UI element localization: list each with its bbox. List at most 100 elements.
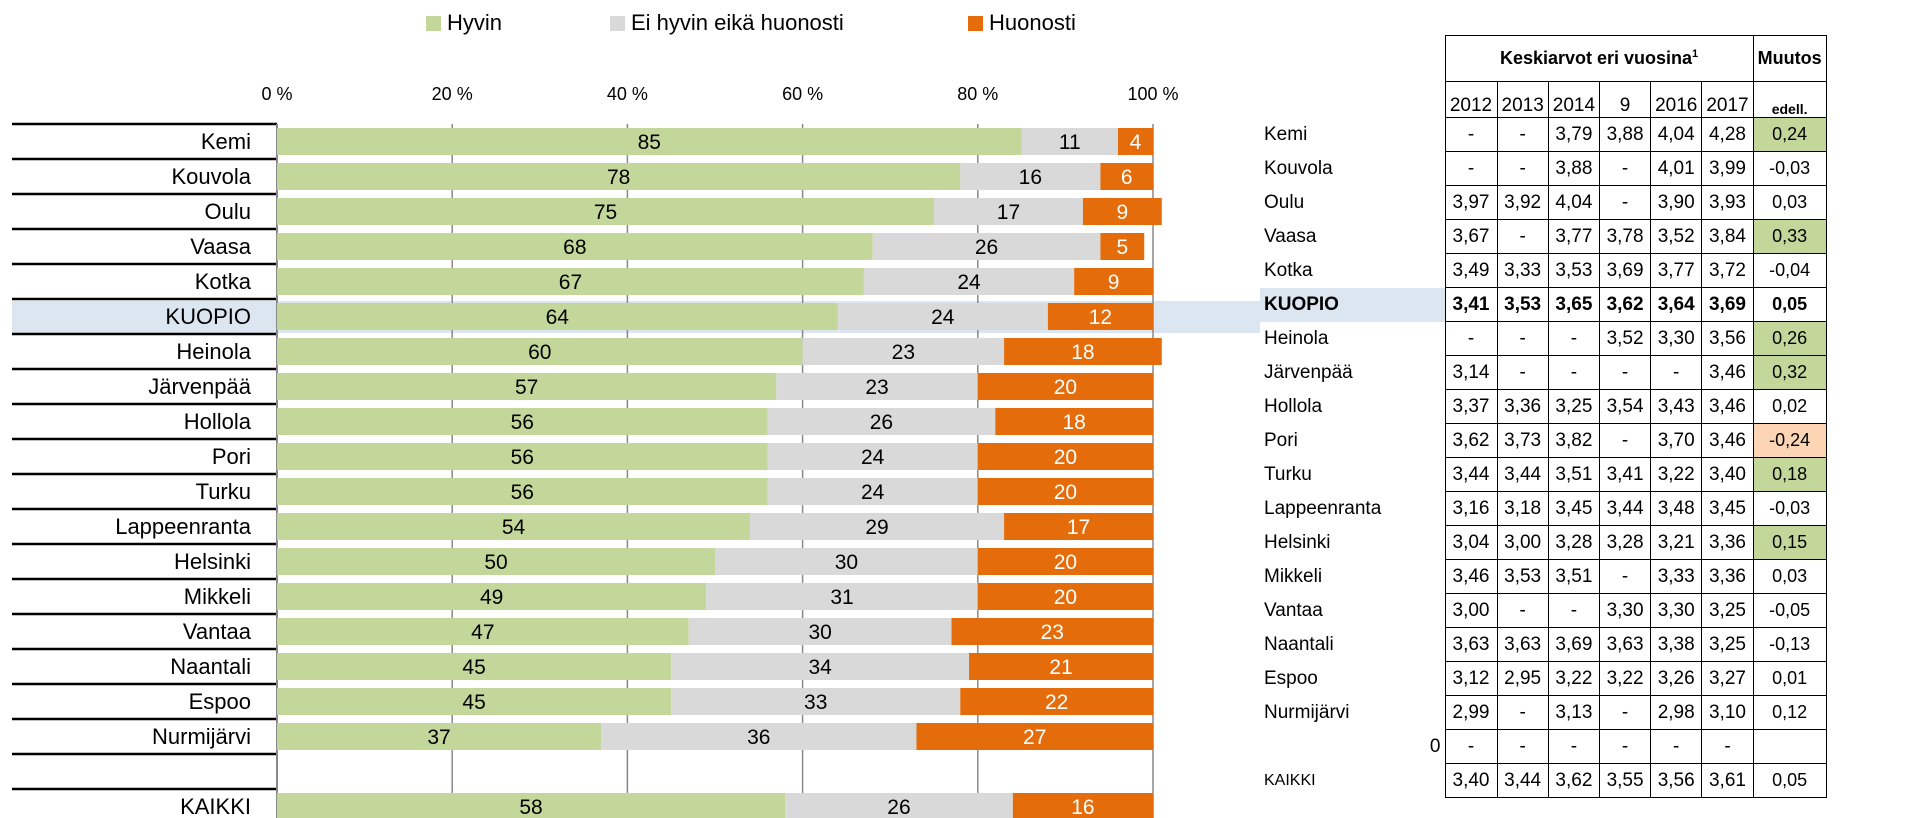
- year-header: 2013: [1496, 81, 1549, 118]
- table-value-cell: 3,56: [1701, 321, 1754, 356]
- table-value-cell: 3,28: [1547, 525, 1601, 560]
- data-label: 22: [1045, 691, 1068, 714]
- table-value-cell: -: [1599, 559, 1652, 594]
- bar-segment: [277, 443, 768, 470]
- data-label: 78: [607, 166, 630, 189]
- table-value-cell: 3,14: [1444, 355, 1498, 390]
- table-city-cell: Mikkeli: [1260, 559, 1446, 594]
- bar-segment: [837, 303, 1048, 330]
- table-value-cell: -: [1444, 729, 1498, 764]
- x-tick-label: 40 %: [607, 84, 648, 104]
- x-tick-label: 60 %: [782, 84, 823, 104]
- table-change-cell: -0,03: [1752, 491, 1827, 526]
- table-value-cell: 4,04: [1547, 185, 1601, 220]
- table-value-cell: -: [1496, 151, 1549, 186]
- category-label: Vantaa: [183, 619, 252, 644]
- data-label: 24: [957, 271, 981, 294]
- table-row: Helsinki 3,04 3,00 3,28 3,28 3,21 3,36 0,15: [1260, 525, 1827, 560]
- data-label: 56: [511, 481, 534, 504]
- category-label: KUOPIO: [165, 304, 251, 329]
- bar-segment: [960, 688, 1153, 715]
- table-change-cell: 0,18: [1752, 457, 1827, 492]
- table-value-cell: 3,79: [1547, 117, 1601, 152]
- table-value-cell: 3,37: [1444, 389, 1498, 424]
- bar-segment: [977, 548, 1153, 575]
- table-value-cell: 3,70: [1650, 423, 1703, 458]
- table-row: Hollola 3,37 3,36 3,25 3,54 3,43 3,46 0,02: [1260, 389, 1827, 424]
- table-row: Vantaa 3,00- -3,30 3,30 3,25 -0,05: [1260, 593, 1827, 628]
- table-change-cell: -0,03: [1752, 151, 1827, 186]
- bar-segment: [1021, 128, 1118, 155]
- bar-segment: [277, 128, 1022, 155]
- table-value-cell: 3,51: [1547, 559, 1601, 594]
- bar-segment: [977, 373, 1153, 400]
- category-label: Kouvola: [171, 164, 251, 189]
- table-value-cell: -: [1701, 729, 1754, 764]
- table-change-cell: -0,05: [1752, 593, 1827, 628]
- bar-segment: [802, 338, 1005, 365]
- bar-segment: [671, 688, 961, 715]
- table-city-cell: Kouvola: [1260, 151, 1446, 186]
- year-header: 2016: [1650, 81, 1703, 118]
- data-label: 24: [861, 481, 885, 504]
- table-value-cell: 3,16: [1444, 491, 1498, 526]
- data-label: 49: [480, 586, 503, 609]
- bar-segment: [277, 653, 672, 680]
- table-row: Nurmijärvi 2,99-3,13-2,98 3,10 0,12: [1260, 695, 1827, 730]
- table-row: KAIKKI 3,40 3,44 3,62 3,55 3,56 3,61 0,05: [1260, 763, 1827, 798]
- category-label: Hollola: [184, 409, 252, 434]
- table-value-cell: 3,40: [1701, 457, 1754, 492]
- data-label: 16: [1019, 166, 1042, 189]
- category-label: Heinola: [176, 339, 251, 364]
- table-value-cell: 3,45: [1547, 491, 1601, 526]
- bar-segment: [277, 373, 777, 400]
- table-value-cell: 3,43: [1650, 389, 1703, 424]
- table-city-cell: Helsinki: [1260, 525, 1446, 560]
- table-value-cell: 2,99: [1444, 695, 1498, 730]
- table-row: Kemi - -3,79 3,88 4,04 4,28 0,24: [1260, 117, 1827, 152]
- table-value-cell: -: [1496, 593, 1549, 628]
- table-value-cell: 3,00: [1496, 525, 1549, 560]
- table-row: Kouvola - -3,88-4,01 3,99 -0,03: [1260, 151, 1827, 186]
- table-value-cell: 3,61: [1701, 763, 1754, 798]
- table-city-cell: 0: [1260, 729, 1446, 764]
- data-label: 18: [1062, 411, 1085, 434]
- table-city-cell: Nurmijärvi: [1260, 695, 1446, 730]
- data-label: 30: [808, 621, 831, 644]
- data-label: 50: [484, 551, 507, 574]
- table-city-cell: Järvenpää: [1260, 355, 1446, 390]
- data-label: 26: [887, 796, 910, 818]
- table-value-cell: 3,36: [1701, 525, 1754, 560]
- x-tick-label: 80 %: [957, 84, 998, 104]
- legend-label: Huonosti: [989, 10, 1076, 35]
- table-value-cell: -: [1599, 355, 1652, 390]
- table-value-cell: 3,69: [1547, 627, 1601, 662]
- category-label: Helsinki: [174, 549, 251, 574]
- table-change-cell: 0,05: [1752, 763, 1827, 798]
- table-value-cell: 3,97: [1444, 185, 1498, 220]
- table-change-cell: 0,05: [1752, 287, 1827, 322]
- table-value-cell: -: [1599, 423, 1652, 458]
- data-label: 54: [502, 516, 526, 539]
- data-label: 20: [1054, 551, 1077, 574]
- table-value-cell: -: [1599, 151, 1652, 186]
- table-value-cell: 3,78: [1599, 219, 1652, 254]
- data-label: 23: [892, 341, 915, 364]
- table-change-cell: 0,15: [1752, 525, 1827, 560]
- data-label: 47: [471, 621, 494, 644]
- table-value-cell: -: [1496, 219, 1549, 254]
- table-value-cell: -: [1496, 117, 1549, 152]
- data-label: 20: [1054, 446, 1077, 469]
- table-city-cell: Vantaa: [1260, 593, 1446, 628]
- table-change-cell: 0,03: [1752, 559, 1827, 594]
- table-value-cell: -: [1650, 729, 1703, 764]
- table-value-cell: 3,56: [1650, 763, 1703, 798]
- table-value-cell: 3,73: [1496, 423, 1549, 458]
- bar-segment: [277, 583, 707, 610]
- bar-segment: [750, 513, 1005, 540]
- table-value-cell: 3,33: [1496, 253, 1549, 288]
- bar-segment: [767, 443, 978, 470]
- legend-swatch: [968, 15, 983, 31]
- table-value-cell: 3,53: [1496, 559, 1549, 594]
- table-value-cell: 3,90: [1650, 185, 1703, 220]
